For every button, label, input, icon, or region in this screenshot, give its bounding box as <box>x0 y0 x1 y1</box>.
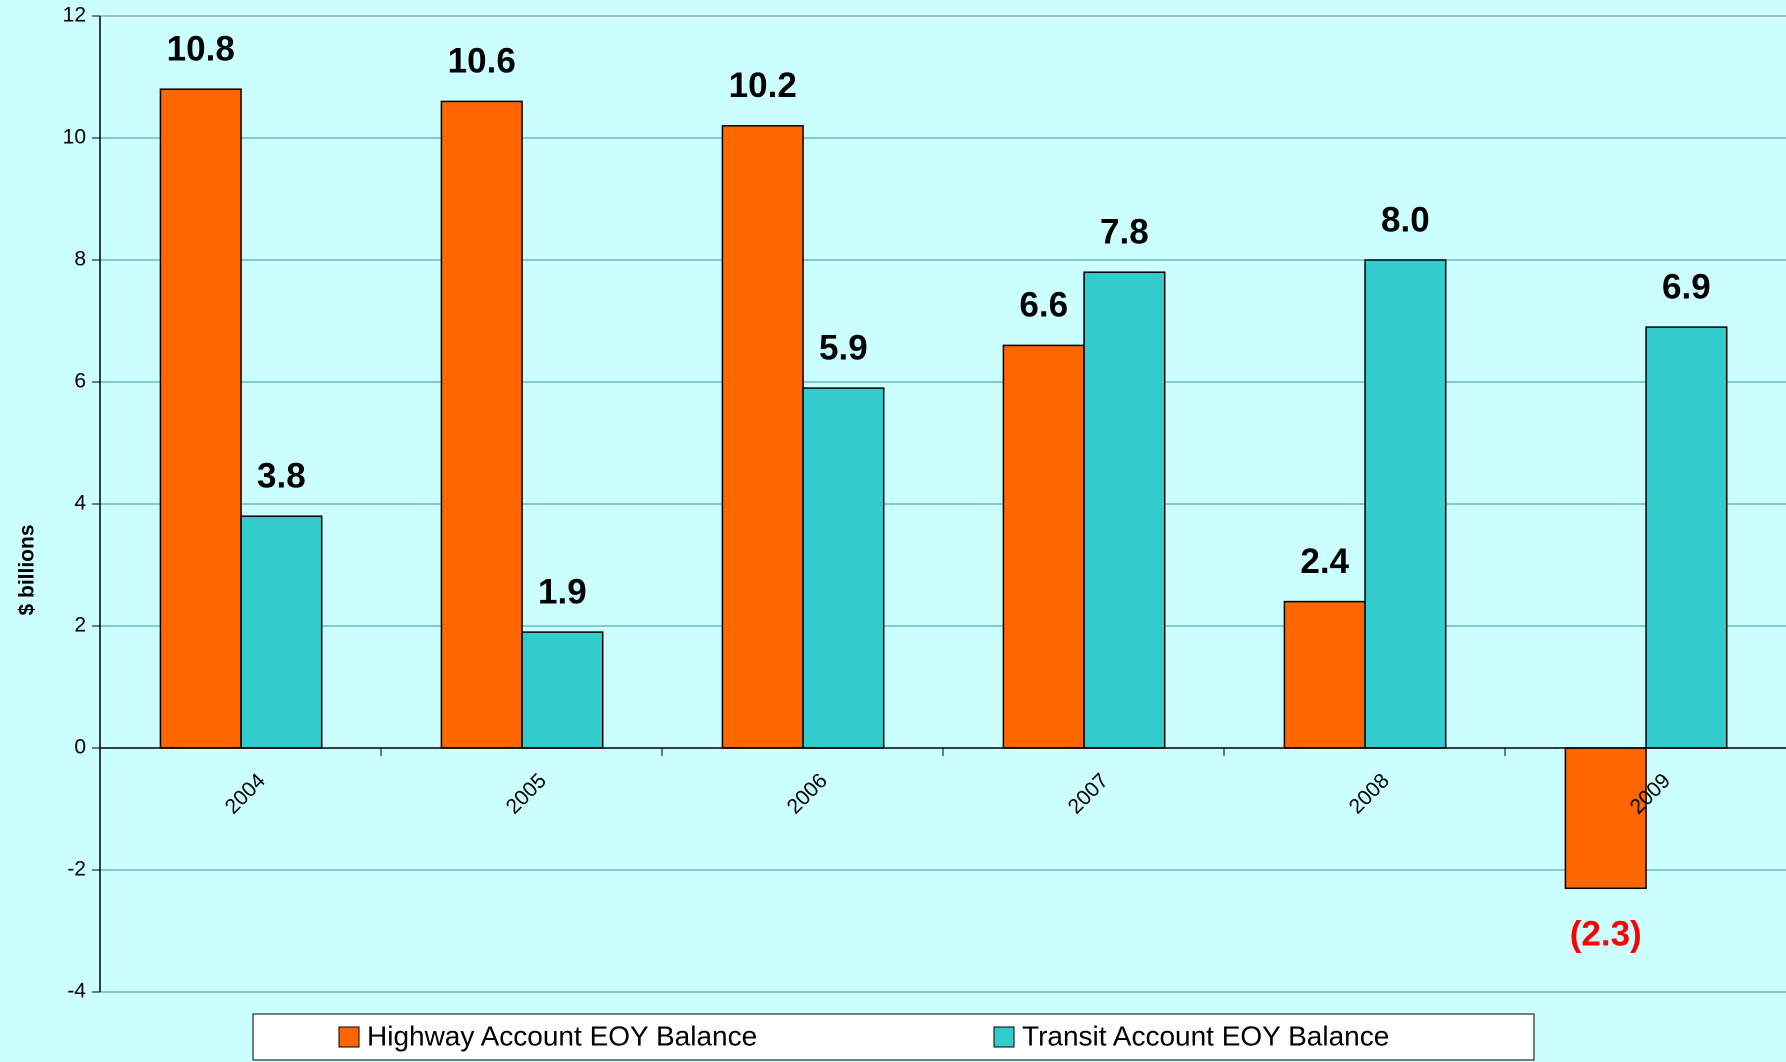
legend-label: Transit Account EOY Balance <box>1022 1020 1389 1051</box>
x-tick-label: 2008 <box>1345 769 1394 818</box>
data-label: 5.9 <box>819 328 868 367</box>
data-label: 10.6 <box>448 42 516 81</box>
y-tick-label: -2 <box>67 858 86 881</box>
bar <box>1364 259 1447 749</box>
bar <box>802 387 885 749</box>
y-tick-label: 10 <box>63 126 86 149</box>
data-label: 10.2 <box>729 66 797 105</box>
data-label: 8.0 <box>1381 200 1430 239</box>
bar <box>1083 271 1166 749</box>
data-label: 6.6 <box>1019 286 1068 325</box>
x-tick-label: 2006 <box>783 769 832 818</box>
legend-swatch <box>338 1026 360 1048</box>
bar <box>159 88 242 749</box>
data-label: 1.9 <box>538 572 587 611</box>
legend-label: Highway Account EOY Balance <box>367 1020 757 1051</box>
y-tick-label: -4 <box>67 980 86 1003</box>
y-tick-label: 8 <box>74 248 86 271</box>
data-label: 6.9 <box>1662 267 1711 306</box>
y-tick-label: 4 <box>74 492 86 515</box>
bar <box>1564 747 1647 890</box>
bar <box>240 515 323 749</box>
y-tick-label: 0 <box>74 736 86 759</box>
data-label: 10.8 <box>167 29 235 68</box>
legend-box <box>252 1013 1535 1061</box>
x-tick-label: 2005 <box>502 769 551 818</box>
y-tick-label: 6 <box>74 370 86 393</box>
data-label: 7.8 <box>1100 212 1149 251</box>
x-tick-label: 2004 <box>221 769 271 819</box>
bar <box>1283 600 1366 749</box>
y-tick-label: 2 <box>74 614 86 637</box>
bar <box>721 125 804 749</box>
y-tick-label: 12 <box>63 4 86 27</box>
bar <box>440 100 523 749</box>
y-axis-label: $ billions <box>16 524 39 615</box>
bar <box>1645 326 1728 749</box>
legend-swatch <box>993 1026 1015 1048</box>
bar <box>521 631 604 749</box>
data-label: (2.3) <box>1570 915 1642 954</box>
bar <box>1002 344 1085 749</box>
data-label: 3.8 <box>257 456 306 495</box>
x-tick-label: 2007 <box>1064 769 1113 818</box>
data-label: 2.4 <box>1300 542 1349 581</box>
